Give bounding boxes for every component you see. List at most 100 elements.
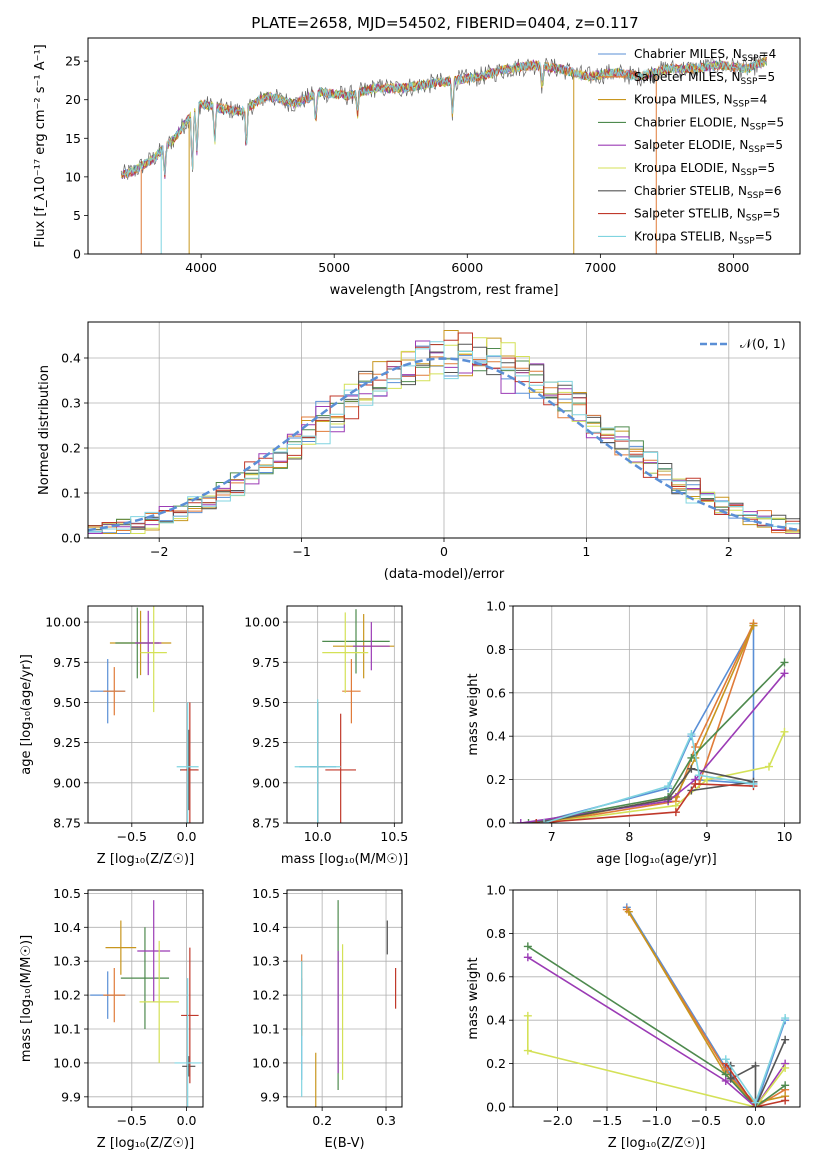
- x-tick-label: 0.0: [177, 829, 197, 844]
- weight-marker: [749, 779, 758, 788]
- weight-marker: [781, 1014, 790, 1023]
- y-tick-label: 20: [65, 92, 81, 107]
- weight-marker: [691, 743, 700, 752]
- y-tick-label: 0.4: [486, 729, 506, 744]
- y-tick-label: 10.2: [252, 988, 280, 1003]
- legend-nssp: =5: [766, 115, 784, 129]
- y-tick-label: 10.0: [252, 1055, 280, 1070]
- figure-title: PLATE=2658, MJD=54502, FIBERID=0404, z=0…: [251, 14, 638, 32]
- x-tick-label: 1: [582, 544, 590, 559]
- weight-marker: [687, 753, 696, 762]
- axes-frame: [87, 37, 801, 255]
- y-tick-label: 0.0: [486, 1100, 506, 1115]
- x-tick-label: 0.0: [746, 1113, 766, 1128]
- weight-line: [527, 945, 786, 1107]
- plot-area: [294, 609, 395, 823]
- weight-marker: [780, 727, 789, 736]
- weight-marker: [751, 1098, 760, 1107]
- legend-nssp: =5: [765, 138, 783, 152]
- y-tick-label: 0.2: [486, 772, 506, 787]
- x-axis-label: (data-model)/error: [384, 567, 505, 582]
- legend-label: Chabrier STELIB, NSSP=6: [634, 184, 782, 201]
- y-tick-label: 10.2: [53, 988, 81, 1003]
- weight-marker: [781, 1081, 790, 1090]
- x-tick-label: −0.5: [117, 1113, 147, 1128]
- x-axis-label: Z [log₁₀(Z/Z☉)]: [97, 1136, 194, 1151]
- y-tick-label: 0.8: [486, 642, 506, 657]
- y-tick-label: 0.1: [61, 486, 81, 501]
- y-tick-label: 9.25: [252, 735, 280, 750]
- x-axis-label: mass [log₁₀(M/M☉)]: [281, 852, 408, 867]
- y-tick-label: 10.5: [252, 886, 280, 901]
- spectrum-line: [120, 56, 767, 179]
- axes-frame: [286, 889, 403, 1108]
- plot-area: [301, 900, 397, 1107]
- y-tick-label: 0.4: [486, 1013, 506, 1028]
- y-tick-label: 25: [65, 54, 81, 69]
- weight-line: [543, 731, 786, 823]
- weight-marker: [523, 942, 532, 951]
- x-tick-label: 8000: [718, 260, 750, 275]
- residual-histogram: [88, 341, 800, 532]
- y-tick-label: 10.5: [53, 886, 81, 901]
- y-tick-label: 9.50: [53, 695, 81, 710]
- x-tick-label: 7000: [584, 260, 616, 275]
- y-tick-label: 0.0: [61, 531, 81, 546]
- axes-frame: [512, 889, 801, 1108]
- legend-subscript: SSP: [738, 236, 755, 246]
- weight-marker: [749, 621, 758, 630]
- x-tick-label: −0.5: [117, 829, 147, 844]
- x-tick-label: −0.5: [691, 1113, 721, 1128]
- legend-label: Kroupa MILES, NSSP=4: [634, 93, 767, 110]
- y-tick-label: 9.9: [260, 1089, 280, 1104]
- weight-marker: [781, 1096, 790, 1105]
- legend-nssp: =5: [755, 229, 773, 243]
- x-axis-label: age [log₁₀(age/yr)]: [596, 852, 717, 867]
- x-tick-label: −1.5: [592, 1113, 622, 1128]
- weight-line: [536, 783, 754, 823]
- legend-nssp: =4: [750, 93, 768, 107]
- weight-marker: [671, 808, 680, 817]
- weight-marker: [695, 771, 704, 780]
- x-tick-label: 10.5: [380, 829, 408, 844]
- legend-nssp: =4: [759, 47, 777, 61]
- plot-area: [523, 903, 790, 1107]
- weight-marker: [781, 1063, 790, 1072]
- legend-label: Kroupa STELIB, NSSP=5: [634, 229, 772, 246]
- x-tick-label: 10.0: [304, 829, 332, 844]
- weight-marker: [624, 907, 633, 916]
- panel-weight_vs_age: 7 8 9 10 0.0 0.2 0.4 0.6 0.8 1.0 age [log₁₀(age/yr…: [466, 599, 801, 867]
- x-tick-label: −1: [292, 544, 310, 559]
- residual-histogram: [88, 332, 800, 531]
- weight-marker: [523, 953, 532, 962]
- legend-subscript: SSP: [747, 191, 764, 201]
- axes-frame: [87, 889, 204, 1108]
- weight-marker: [781, 1035, 790, 1044]
- x-tick-label: 9: [703, 829, 711, 844]
- y-tick-label: 0.2: [486, 1056, 506, 1071]
- weight-marker: [664, 795, 673, 804]
- weight-line: [527, 1015, 786, 1107]
- y-tick-label: 9.75: [53, 655, 81, 670]
- weight-marker: [721, 1055, 730, 1064]
- y-tick-label: 0.6: [486, 969, 506, 984]
- legend-subscript: SSP: [733, 100, 750, 110]
- y-axis-label: Flux [f_λ10⁻¹⁷ erg cm⁻² s⁻¹ A⁻¹]: [33, 44, 48, 248]
- y-tick-label: 15: [65, 131, 81, 146]
- legend-subscript: SSP: [741, 168, 758, 178]
- legend-subscript: SSP: [742, 54, 759, 64]
- weight-marker: [726, 1074, 735, 1083]
- weight-marker: [721, 1076, 730, 1085]
- legend-nssp: =5: [757, 70, 775, 84]
- x-axis-label: wavelength [Angstrom, rest frame]: [330, 283, 559, 298]
- y-tick-label: 0.4: [61, 351, 81, 366]
- legend-label: 𝒩(0, 1): [740, 336, 786, 351]
- y-tick-label: 0.0: [486, 816, 506, 831]
- panel-mass_vs_Z: −0.5 0.0 9.9 10.0 10.1 10.2 10.3 10.4 10.5 Z [log…: [19, 886, 204, 1151]
- weight-line: [528, 661, 786, 823]
- y-tick-label: 8.75: [53, 816, 81, 831]
- x-tick-label: 2: [725, 544, 733, 559]
- weight-marker: [751, 1061, 760, 1070]
- y-tick-label: 9.00: [53, 775, 81, 790]
- plot-area: [120, 52, 767, 254]
